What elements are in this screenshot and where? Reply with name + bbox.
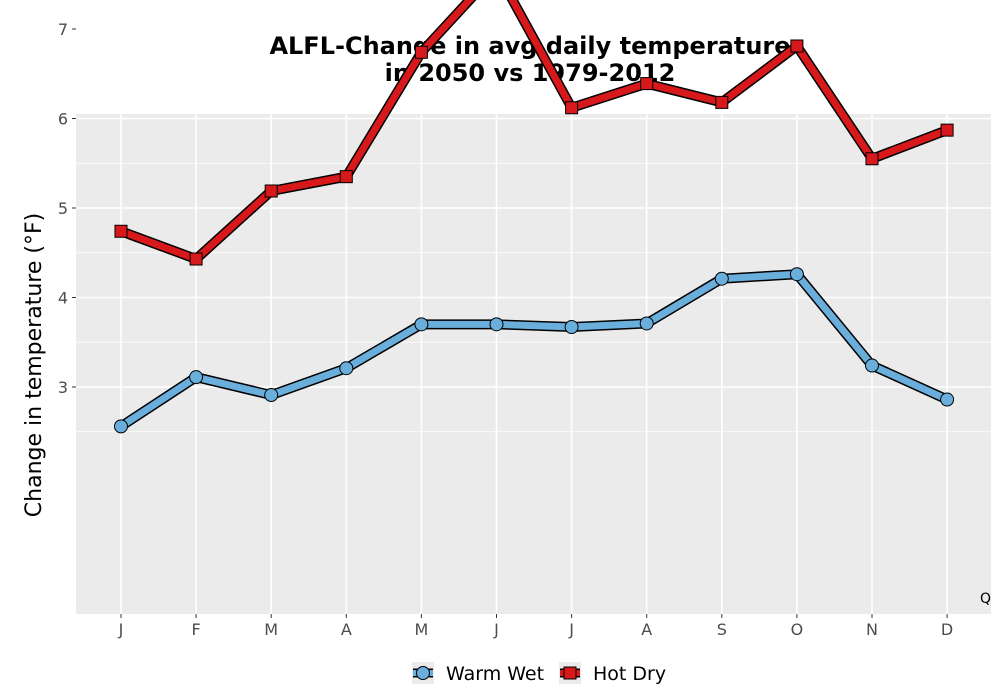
minor-gridlines <box>76 162 991 433</box>
x-tick-label: J <box>568 620 574 639</box>
major-gridlines <box>76 28 991 614</box>
x-tick-label: A <box>641 620 652 639</box>
legend-key-marker <box>416 666 430 680</box>
data-point <box>564 320 579 335</box>
data-point <box>414 317 429 332</box>
legend: Warm Wet Hot Dry <box>412 662 666 685</box>
legend-item-warm-wet: Warm Wet <box>412 662 544 685</box>
x-tick-label: S <box>717 620 727 639</box>
data-point <box>940 392 955 407</box>
data-point <box>940 123 954 137</box>
x-tick-label: J <box>493 620 499 639</box>
data-point <box>640 77 654 91</box>
series-line <box>117 270 951 430</box>
legend-label: Hot Dry <box>593 663 666 685</box>
data-point <box>189 370 204 385</box>
chart-title-line-2: in 2050 vs 1979-2012 <box>385 59 676 87</box>
series-hot-dry <box>114 0 954 266</box>
data-point <box>865 358 879 373</box>
data-point <box>114 224 128 238</box>
data-point <box>489 317 504 332</box>
x-tick-label: M <box>264 620 278 639</box>
legend-key-marker <box>563 666 577 680</box>
y-tick-label: 7 <box>58 20 68 39</box>
data-point <box>715 95 729 109</box>
data-point <box>790 39 804 53</box>
corner-annotation: Q <box>980 591 991 607</box>
data-point <box>565 101 579 115</box>
data-point <box>264 184 278 198</box>
y-axis: 3 4 5 6 7 <box>58 20 76 397</box>
plot-panel <box>76 114 991 614</box>
y-tick-label: 4 <box>58 289 68 308</box>
x-tick-label: F <box>191 620 200 639</box>
data-point <box>789 267 804 282</box>
x-tick-label: O <box>791 620 804 639</box>
data-point <box>189 252 203 266</box>
data-point <box>339 361 354 376</box>
x-tick-label: J <box>118 620 124 639</box>
x-tick-label: M <box>414 620 428 639</box>
data-point <box>714 271 729 286</box>
data-point <box>114 419 128 434</box>
data-point <box>414 45 428 59</box>
series-warm-wet <box>114 267 955 434</box>
x-tick-label: D <box>941 620 953 639</box>
series-line <box>117 0 951 263</box>
data-point <box>339 170 353 184</box>
series-layer <box>114 0 955 434</box>
x-tick-label: A <box>341 620 352 639</box>
y-tick-label: 3 <box>58 378 68 397</box>
data-point <box>865 152 879 166</box>
legend-item-hot-dry: Hot Dry <box>559 662 666 685</box>
data-point <box>639 316 654 331</box>
legend-label: Warm Wet <box>446 663 544 685</box>
y-tick-label: 5 <box>58 199 68 218</box>
y-tick-label: 6 <box>58 110 68 129</box>
y-axis-title: Change in temperature (°F) <box>22 213 47 517</box>
x-tick-label: N <box>866 620 878 639</box>
data-point <box>264 388 279 403</box>
